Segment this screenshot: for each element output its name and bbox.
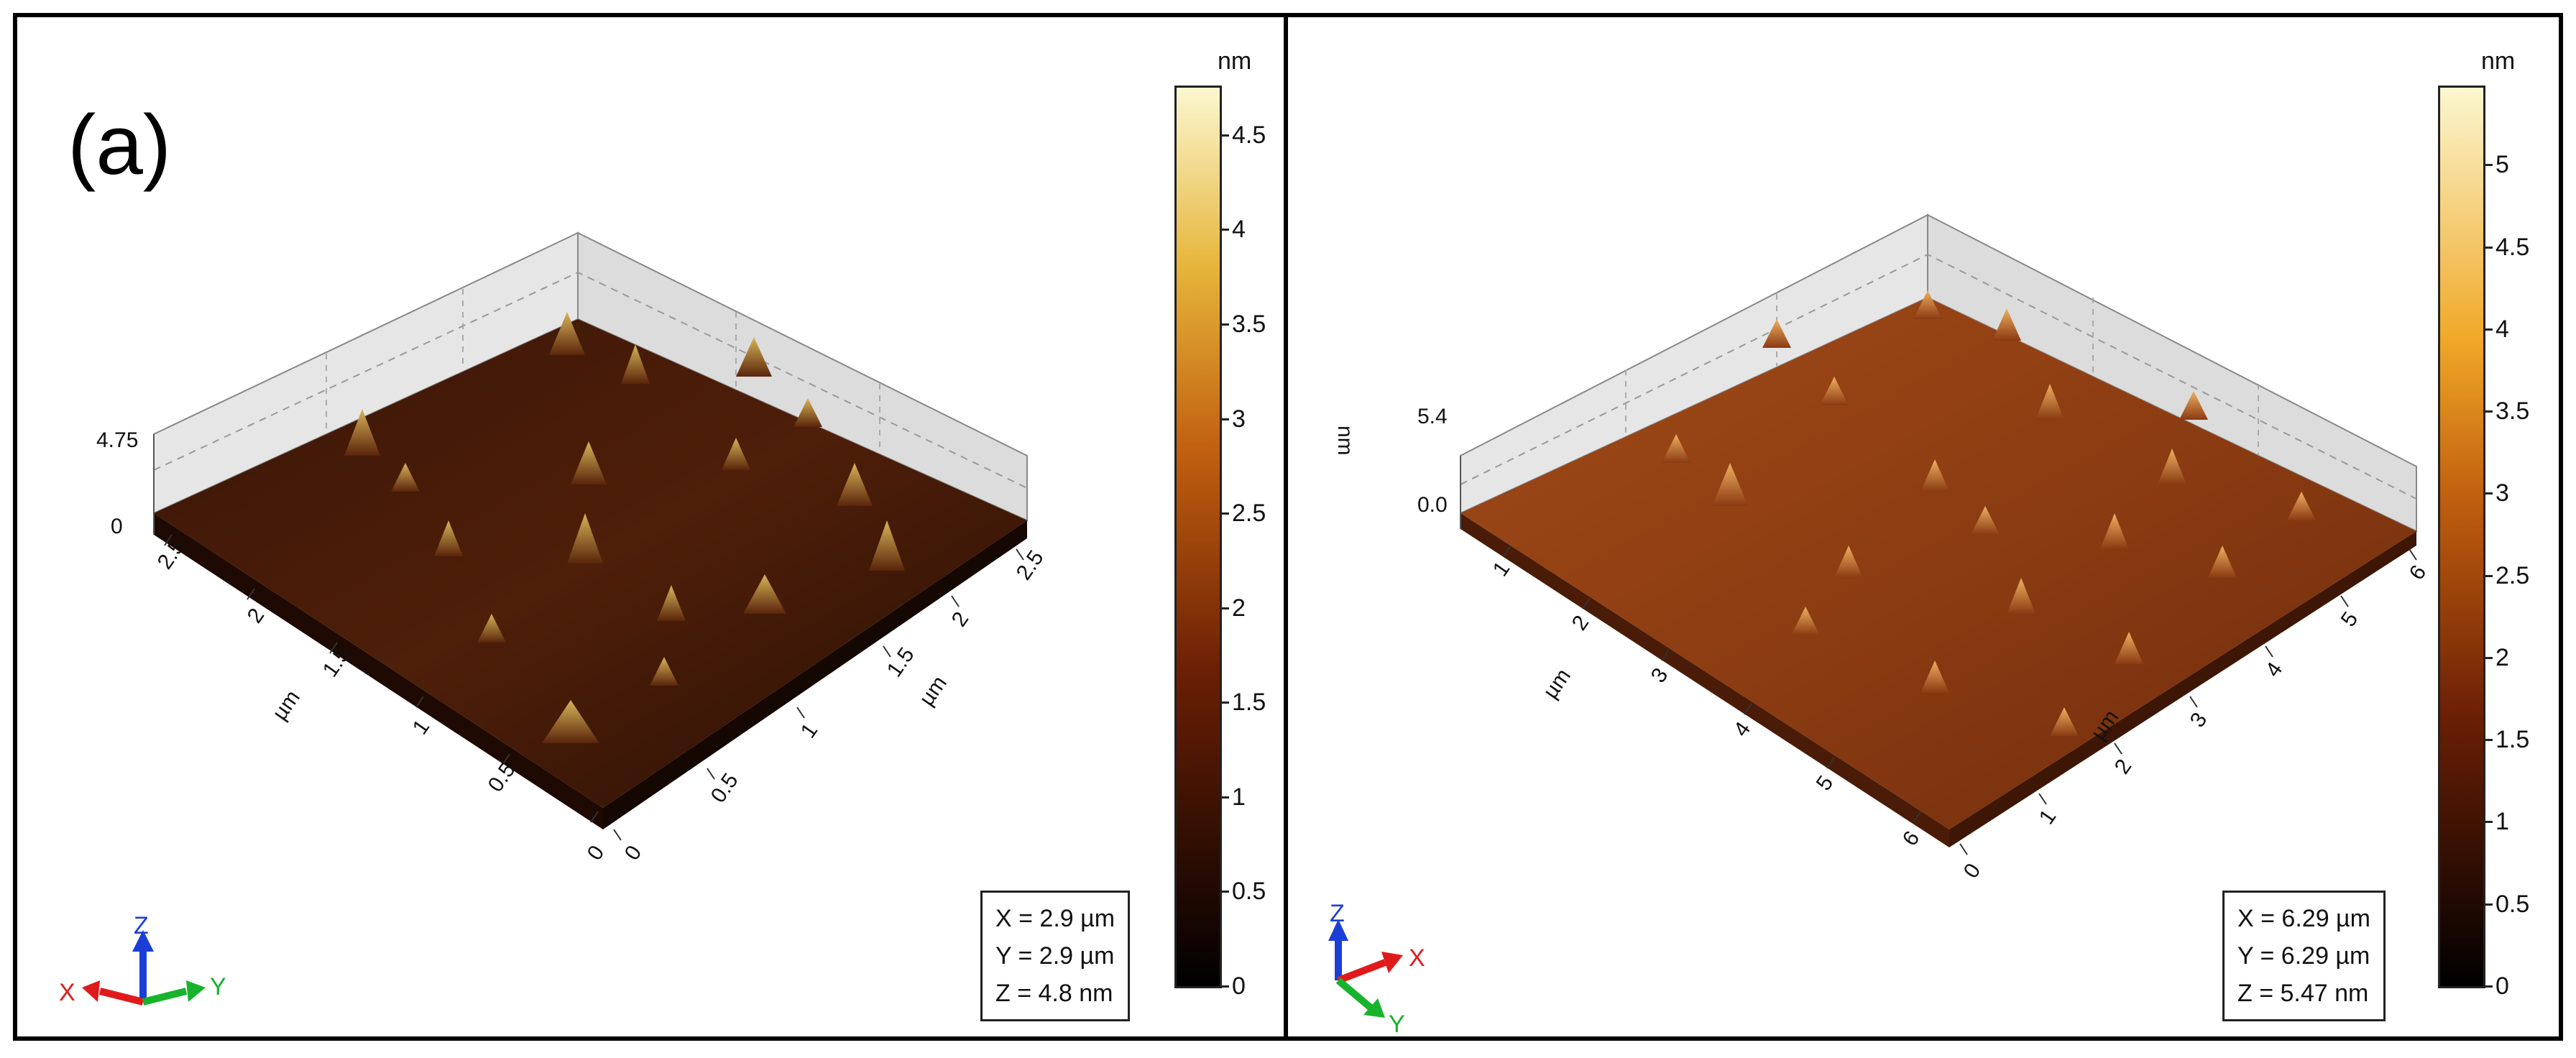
right-axis-tick: 2 — [2110, 755, 2137, 778]
dimensions-box-a: X = 2.9 µm Y = 2.9 µm Z = 4.8 nm — [980, 891, 1131, 1021]
dim-x: X = 2.9 µm — [995, 905, 1116, 932]
triad-y-label: Y — [210, 973, 226, 1000]
left-axis-tick: 4 — [1729, 717, 1756, 741]
colorbar-tick-mark — [2484, 328, 2493, 331]
triad-z-label: Z — [1330, 900, 1345, 927]
right-axis-tick: 1.5 — [883, 643, 919, 681]
afm-panel-b: 5.4 0.0 nm 1 2 3 4 5 6 µm 0 1 2 3 4 5 6 … — [1284, 13, 2563, 1041]
colorbar-tick-mark — [2484, 739, 2493, 742]
right-axis-tick: 2.5 — [1012, 546, 1049, 584]
right-axis-tick: 4 — [2261, 658, 2288, 681]
colorbar-tick-label: 1.5 — [2496, 726, 2530, 754]
right-axis-tick: 6 — [2405, 561, 2432, 584]
colorbar-tick-label: 0 — [1232, 972, 1246, 1000]
colorbar-tick-label: 2.5 — [2496, 561, 2530, 589]
colorbar-tick-label: 0.5 — [1232, 878, 1266, 906]
colorbar-tick-mark — [2484, 410, 2493, 413]
right-axis-tick: 5 — [2337, 607, 2363, 631]
colorbar-tick-label: 0 — [2496, 972, 2509, 1000]
colorbar-tick-mark — [2484, 246, 2493, 249]
colorbar-tick-mark — [1220, 796, 1229, 799]
colorbar-tick-mark — [1220, 134, 1229, 137]
colorbar-tick-mark — [1220, 229, 1229, 231]
colorbar-tick-label: 2.5 — [1232, 500, 1266, 528]
surface-3d-view-a: 4.75 0 2.5 2 1.5 1 0.5 0 µm 0 0.5 1 1.5 … — [59, 231, 1049, 1006]
dim-z: Z = 5.47 nm — [2237, 980, 2369, 1007]
colorbar-tick-label: 0.5 — [2496, 890, 2530, 918]
panel-label: (a) — [68, 98, 172, 193]
colorbar-tick-label: 5 — [2496, 151, 2509, 179]
triad-y-label: Y — [1389, 1011, 1405, 1038]
colorbar-tick-label: 3.5 — [1232, 310, 1266, 338]
colorbar-tick-mark — [1220, 323, 1229, 326]
colorbar-tick-label: 3 — [2496, 479, 2509, 507]
colorbar-tick-label: 4 — [2496, 315, 2509, 343]
colorbar-tick-label: 2 — [1232, 594, 1246, 622]
colorbar-tick-mark — [2484, 821, 2493, 824]
surface-3d-view-b: 5.4 0.0 nm 1 2 3 4 5 6 µm 0 1 2 3 4 5 6 … — [1328, 213, 2432, 1038]
colorbar-tick-mark — [1220, 985, 1229, 988]
colorbar-tick-label: 2 — [2496, 643, 2509, 671]
afm-panel-a: 4.75 0 2.5 2 1.5 1 0.5 0 µm 0 0.5 1 1.5 … — [13, 13, 1292, 1041]
right-axis-tick: 1 — [2035, 805, 2061, 829]
left-axis-tick: 5 — [1812, 771, 1839, 795]
colorbar-tick-mark — [1220, 891, 1229, 893]
left-axis-unit: µm — [268, 686, 305, 724]
colorbar-tick-label: 1 — [2496, 808, 2509, 836]
right-axis-unit: µm — [915, 671, 952, 710]
zaxis-bottom-label: 0.0 — [1417, 493, 1448, 517]
left-axis-tick: 2 — [1568, 611, 1594, 635]
colorbar-tick-mark — [2484, 903, 2493, 906]
colorbar-tick-label: 4.5 — [2496, 233, 2530, 261]
left-axis-unit: µm — [1539, 664, 1576, 703]
dim-y: Y = 6.29 µm — [2237, 942, 2370, 970]
left-axis-tick: 6 — [1898, 827, 1925, 850]
colorbar-tick-mark — [1220, 418, 1229, 420]
colorbar-tick-mark — [1220, 512, 1229, 515]
dim-y: Y = 2.9 µm — [995, 942, 1115, 970]
colorbar-b — [2438, 86, 2485, 988]
zaxis-unit: nm — [1333, 426, 1357, 456]
colorbar-a — [1174, 86, 1222, 988]
dim-x: X = 6.29 µm — [2237, 905, 2370, 932]
right-axis-tick: 2 — [947, 607, 974, 631]
right-axis-tick: 1 — [796, 719, 823, 742]
axis-triad-a: Z X Y — [59, 912, 226, 1006]
colorbar-tick-mark — [1220, 702, 1229, 704]
colorbar-tick-mark — [2484, 492, 2493, 495]
zaxis-top-label: 4.75 — [96, 428, 138, 452]
colorbar-unit: nm — [1218, 47, 1252, 75]
right-axis-tick: 3 — [2186, 708, 2212, 732]
colorbar-tick-label: 1 — [1232, 783, 1246, 811]
colorbar-tick-label: 4.5 — [1232, 121, 1266, 149]
colorbar-tick-label: 3 — [1232, 405, 1246, 433]
zaxis-top-label: 5.4 — [1417, 405, 1448, 428]
surface-peaks — [1662, 290, 2316, 736]
surface-peaks — [344, 312, 905, 743]
left-axis-tick: 1 — [408, 715, 435, 739]
surface-top — [1460, 298, 2416, 829]
left-axis-tick: 0 — [583, 841, 610, 865]
colorbar-tick-mark — [1220, 607, 1229, 610]
colorbar-tick-label: 1.5 — [1232, 689, 1266, 717]
colorbar-tick-mark — [2484, 656, 2493, 659]
zaxis-bottom-label: 0 — [111, 515, 123, 538]
dim-z: Z = 4.8 nm — [995, 980, 1113, 1007]
colorbar-tick-label: 4 — [1232, 216, 1246, 244]
triad-x-label: X — [1409, 944, 1425, 972]
right-axis-tick: 0 — [620, 841, 647, 865]
triad-z-label: Z — [134, 912, 149, 939]
axis-triad-b: Z X Y — [1328, 900, 1425, 1038]
colorbar-tick-mark — [2484, 164, 2493, 167]
right-axis-tick: 0 — [1959, 859, 1986, 883]
colorbar-tick-label: 3.5 — [2496, 397, 2530, 426]
colorbar-tick-mark — [2484, 574, 2493, 577]
dimensions-box-b: X = 6.29 µm Y = 6.29 µm Z = 5.47 nm — [2222, 891, 2386, 1021]
left-axis-tick: 3 — [1647, 663, 1673, 687]
colorbar-tick-mark — [2484, 985, 2493, 988]
colorbar-unit: nm — [2481, 47, 2516, 75]
triad-x-label: X — [59, 979, 75, 1006]
